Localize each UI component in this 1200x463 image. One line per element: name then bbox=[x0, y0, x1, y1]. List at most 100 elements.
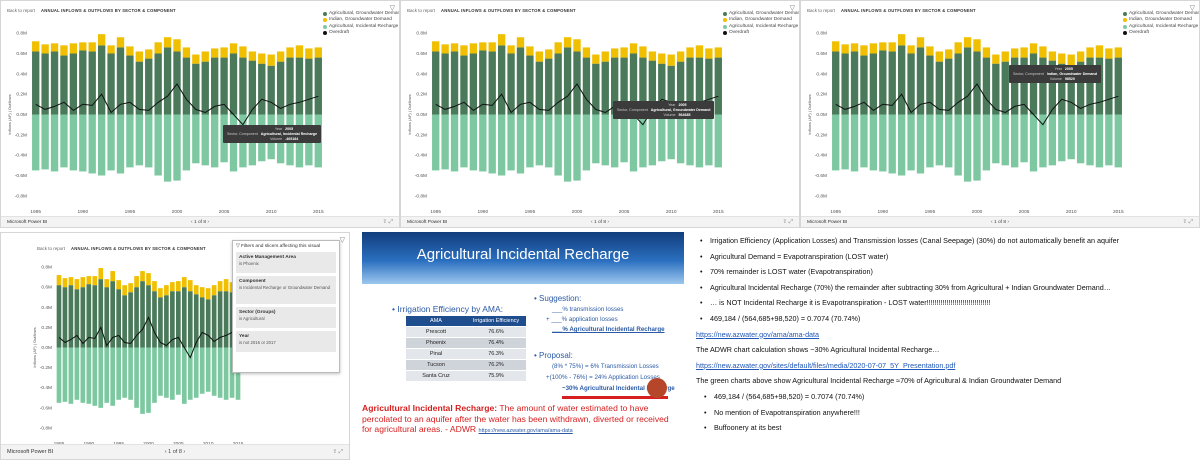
bar-indian-demand[interactable] bbox=[152, 281, 157, 292]
bar-ag-demand[interactable] bbox=[1001, 61, 1009, 115]
bar-ag-demand[interactable] bbox=[170, 291, 175, 348]
bar-ag-demand[interactable] bbox=[50, 51, 59, 115]
bar-ag-demand[interactable] bbox=[205, 299, 211, 348]
share-icon[interactable]: ⇪ ⤢ bbox=[782, 218, 793, 225]
bar-ag-demand[interactable] bbox=[314, 57, 322, 115]
bar-ag-recharge[interactable] bbox=[98, 347, 104, 408]
bar-ag-demand[interactable] bbox=[497, 45, 506, 115]
bar-ag-demand[interactable] bbox=[145, 58, 153, 115]
back-to-report-button[interactable]: Back to report bbox=[807, 7, 836, 13]
bar-ag-demand[interactable] bbox=[535, 61, 543, 115]
bar-indian-demand[interactable] bbox=[935, 51, 943, 62]
bar-indian-demand[interactable] bbox=[98, 268, 104, 280]
bar-indian-demand[interactable] bbox=[163, 37, 172, 48]
bar-ag-demand[interactable] bbox=[116, 289, 121, 348]
legend-item[interactable]: Indian, Groundwater Demand bbox=[723, 17, 799, 23]
bar-indian-demand[interactable] bbox=[1011, 48, 1019, 58]
bar-ag-recharge[interactable] bbox=[982, 114, 991, 171]
page-navigator[interactable]: ‹ 1 of 8 › bbox=[164, 449, 186, 455]
bar-indian-demand[interactable] bbox=[276, 51, 285, 62]
bar-indian-demand[interactable] bbox=[916, 37, 925, 48]
bar-ag-demand[interactable] bbox=[176, 291, 181, 348]
bar-ag-demand[interactable] bbox=[104, 287, 110, 348]
bar-indian-demand[interactable] bbox=[173, 39, 181, 52]
bar-ag-recharge[interactable] bbox=[154, 114, 162, 176]
bar-indian-demand[interactable] bbox=[158, 288, 163, 298]
note-link[interactable]: https://new.azwater.gov/sites/default/fi… bbox=[696, 360, 956, 370]
bar-indian-demand[interactable] bbox=[526, 46, 534, 56]
bar-indian-demand[interactable] bbox=[432, 41, 440, 52]
bar-indian-demand[interactable] bbox=[441, 44, 449, 54]
bar-indian-demand[interactable] bbox=[1067, 54, 1075, 66]
bar-indian-demand[interactable] bbox=[126, 46, 134, 56]
bar-indian-demand[interactable] bbox=[992, 54, 1000, 64]
bar-ag-recharge[interactable] bbox=[173, 114, 181, 181]
bar-ag-recharge[interactable] bbox=[41, 114, 49, 170]
bar-indian-demand[interactable] bbox=[535, 51, 543, 62]
bar-ag-recharge[interactable] bbox=[916, 114, 925, 174]
bar-ag-demand[interactable] bbox=[135, 61, 143, 115]
bar-ag-demand[interactable] bbox=[181, 287, 187, 348]
bar-indian-demand[interactable] bbox=[145, 49, 153, 59]
bar-ag-recharge[interactable] bbox=[592, 114, 600, 164]
bar-ag-demand[interactable] bbox=[897, 45, 906, 115]
bar-ag-recharge[interactable] bbox=[907, 114, 915, 171]
bar-indian-demand[interactable] bbox=[267, 54, 275, 66]
bar-ag-recharge[interactable] bbox=[850, 114, 859, 172]
bar-indian-demand[interactable] bbox=[86, 276, 92, 285]
bar-indian-demand[interactable] bbox=[695, 45, 704, 58]
bar-ag-recharge[interactable] bbox=[629, 114, 638, 172]
bar-indian-demand[interactable] bbox=[164, 285, 169, 296]
filter-card[interactable]: Active Management Area is Phoenix bbox=[236, 252, 336, 273]
bar-ag-recharge[interactable] bbox=[573, 114, 581, 181]
bar-ag-demand[interactable] bbox=[432, 51, 440, 115]
bar-ag-demand[interactable] bbox=[554, 53, 562, 115]
bar-ag-recharge[interactable] bbox=[122, 347, 127, 398]
bar-ag-demand[interactable] bbox=[714, 57, 722, 115]
bar-ag-recharge[interactable] bbox=[50, 114, 59, 172]
bar-ag-recharge[interactable] bbox=[1058, 114, 1066, 162]
bar-indian-demand[interactable] bbox=[1095, 45, 1104, 58]
bar-indian-demand[interactable] bbox=[135, 51, 143, 62]
filter-icon[interactable]: ▽ bbox=[1189, 5, 1195, 12]
bar-ag-demand[interactable] bbox=[488, 51, 496, 115]
bar-ag-recharge[interactable] bbox=[88, 114, 96, 174]
bar-ag-demand[interactable] bbox=[192, 63, 200, 115]
bar-ag-recharge[interactable] bbox=[695, 114, 704, 168]
bar-ag-demand[interactable] bbox=[1048, 60, 1057, 115]
bar-ag-demand[interactable] bbox=[982, 57, 991, 115]
bar-indian-demand[interactable] bbox=[69, 43, 78, 54]
bar-indian-demand[interactable] bbox=[134, 276, 139, 288]
bar-ag-recharge[interactable] bbox=[192, 114, 200, 164]
bar-ag-recharge[interactable] bbox=[545, 114, 553, 168]
bar-indian-demand[interactable] bbox=[205, 288, 211, 300]
bar-ag-recharge[interactable] bbox=[888, 114, 896, 174]
bar-ag-demand[interactable] bbox=[620, 57, 628, 115]
legend-item[interactable]: Agricultural, Incidental Recharge bbox=[723, 24, 799, 30]
bar-ag-recharge[interactable] bbox=[676, 114, 685, 164]
bar-ag-demand[interactable] bbox=[573, 51, 581, 115]
legend-item[interactable]: Overdraft bbox=[1123, 30, 1199, 36]
bar-ag-recharge[interactable] bbox=[211, 347, 217, 396]
bar-indian-demand[interactable] bbox=[926, 46, 934, 56]
bar-indian-demand[interactable] bbox=[181, 277, 187, 288]
bar-indian-demand[interactable] bbox=[192, 54, 200, 64]
bar-indian-demand[interactable] bbox=[1086, 47, 1094, 58]
bar-ag-recharge[interactable] bbox=[211, 114, 219, 168]
bar-ag-recharge[interactable] bbox=[176, 347, 181, 395]
bar-indian-demand[interactable] bbox=[869, 43, 878, 54]
bar-indian-demand[interactable] bbox=[56, 275, 62, 286]
bar-ag-recharge[interactable] bbox=[235, 347, 241, 400]
bar-ag-recharge[interactable] bbox=[1001, 114, 1009, 166]
bar-ag-demand[interactable] bbox=[611, 57, 619, 115]
bar-indian-demand[interactable] bbox=[507, 45, 515, 54]
bar-indian-demand[interactable] bbox=[122, 285, 127, 296]
filter-card[interactable]: Component is Incidental Recharge or Groun… bbox=[236, 276, 336, 304]
bar-indian-demand[interactable] bbox=[1029, 43, 1038, 54]
bar-ag-recharge[interactable] bbox=[460, 114, 468, 168]
bar-ag-demand[interactable] bbox=[945, 58, 953, 115]
bar-ag-recharge[interactable] bbox=[639, 114, 647, 168]
bar-indian-demand[interactable] bbox=[497, 34, 506, 46]
bar-ag-demand[interactable] bbox=[1039, 57, 1047, 115]
bar-ag-recharge[interactable] bbox=[158, 347, 163, 396]
